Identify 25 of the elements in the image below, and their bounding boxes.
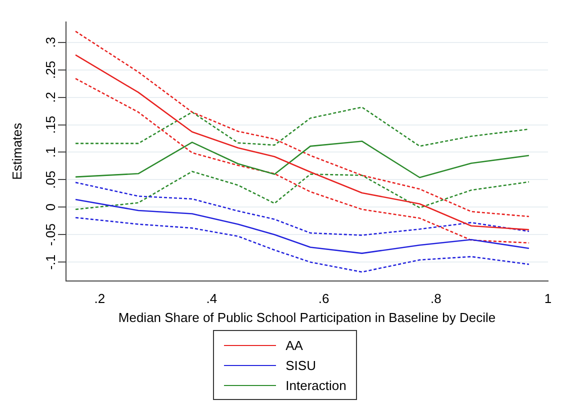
y-tick-label: -.05 [43,223,58,246]
x-tick-label: .2 [94,291,106,306]
y-tick-label: .2 [43,92,58,103]
y-tick-label: .1 [43,146,58,158]
x-axis-title: Median Share of Public School Participation in Baseline by Decile [118,310,496,325]
legend-label: AA [286,338,303,352]
y-tick-label: 0 [43,204,58,211]
y-tick-label: -.1 [43,254,58,270]
line-series [74,106,530,147]
x-tick-label: .8 [430,291,442,306]
y-tick-label: .3 [43,36,58,48]
line-series [74,216,530,273]
y-tick-label: .15 [43,116,58,134]
y-axis-title: Estimates [9,122,24,180]
x-tick-label: .4 [206,291,218,306]
line-series [74,170,530,210]
x-tick-label: .6 [318,291,330,306]
line-series [74,78,530,244]
y-tick-label: .25 [43,60,58,79]
line-series [74,30,530,218]
y-tick-label: .05 [43,170,58,189]
legend-label: SISU [286,358,316,372]
legend-label: Interaction [286,378,346,392]
x-tick-label: 1 [544,291,552,306]
line-series [74,182,530,236]
